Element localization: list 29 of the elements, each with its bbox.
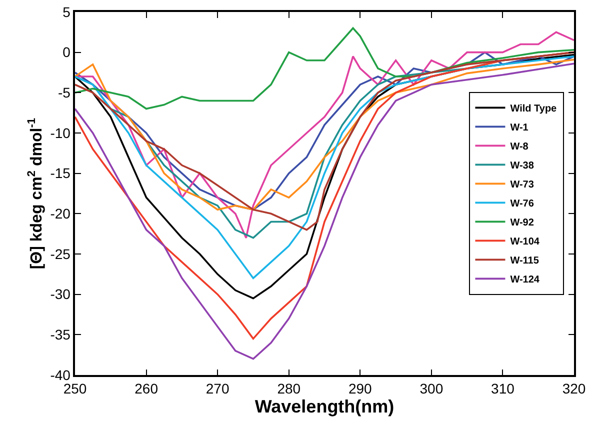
x-tick-label: 310 — [491, 380, 515, 397]
legend-label: W-1 — [510, 122, 529, 134]
y-tick-label: -15 — [50, 165, 71, 182]
y-tick-label: 5 — [62, 4, 71, 20]
legend-label: Wild Type — [510, 104, 558, 115]
legend-label: W-124 — [510, 274, 540, 286]
x-tick-label: 300 — [420, 380, 444, 397]
legend-label: W-92 — [510, 218, 534, 229]
x-tick-label: 270 — [206, 380, 230, 397]
legend-label: W-73 — [510, 180, 534, 191]
y-tick-label: -25 — [50, 246, 71, 262]
x-tick-label: 290 — [348, 380, 372, 397]
y-tick-label: -20 — [50, 206, 71, 222]
y-tick-label: 0 — [62, 44, 71, 60]
legend-label: W-104 — [510, 236, 540, 248]
x-tick-label: 250 — [63, 380, 87, 397]
legend-label: W-8 — [510, 142, 529, 153]
legend-label: W-76 — [510, 198, 534, 210]
y-tick-label: -40 — [50, 366, 71, 383]
x-tick-label: 260 — [134, 380, 158, 397]
legend-label: W-38 — [510, 160, 534, 172]
x-tick-label: 320 — [562, 380, 586, 397]
x-axis-title: Wavelength(nm) — [254, 396, 394, 417]
y-tick-label: -10 — [50, 124, 71, 141]
y-tick-label: -30 — [50, 286, 71, 302]
y-tick-label: -35 — [50, 326, 71, 343]
legend-label: W-115 — [510, 256, 540, 267]
y-tick-label: -5 — [58, 84, 71, 101]
x-tick-label: 280 — [277, 380, 301, 397]
